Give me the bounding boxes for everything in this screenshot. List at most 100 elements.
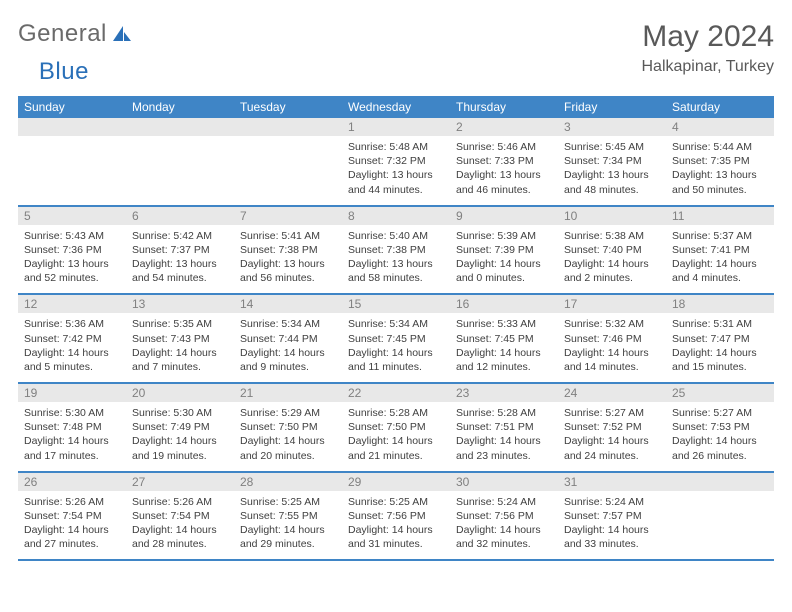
day-cell: 29Sunrise: 5:25 AMSunset: 7:56 PMDayligh… bbox=[342, 473, 450, 560]
sunrise-line: Sunrise: 5:25 AM bbox=[348, 495, 444, 509]
day-cell: 6Sunrise: 5:42 AMSunset: 7:37 PMDaylight… bbox=[126, 207, 234, 294]
sunrise-line: Sunrise: 5:28 AM bbox=[456, 406, 552, 420]
day-number: 20 bbox=[126, 384, 234, 402]
day-body: Sunrise: 5:30 AMSunset: 7:48 PMDaylight:… bbox=[18, 402, 126, 471]
day-number: 17 bbox=[558, 295, 666, 313]
sunset-line: Sunset: 7:54 PM bbox=[132, 509, 228, 523]
day-body: Sunrise: 5:29 AMSunset: 7:50 PMDaylight:… bbox=[234, 402, 342, 471]
sunset-line: Sunset: 7:35 PM bbox=[672, 154, 768, 168]
day-body: Sunrise: 5:32 AMSunset: 7:46 PMDaylight:… bbox=[558, 313, 666, 382]
day-number bbox=[234, 118, 342, 136]
week-row: 5Sunrise: 5:43 AMSunset: 7:36 PMDaylight… bbox=[18, 207, 774, 296]
day-body: Sunrise: 5:34 AMSunset: 7:44 PMDaylight:… bbox=[234, 313, 342, 382]
sunrise-line: Sunrise: 5:45 AM bbox=[564, 140, 660, 154]
sunrise-line: Sunrise: 5:34 AM bbox=[240, 317, 336, 331]
day-cell: 30 Sunrise: 5:24 AMSunset: 7:56 PMDayligh… bbox=[450, 473, 558, 560]
daylight-line: Daylight: 14 hours and 27 minutes. bbox=[24, 523, 120, 551]
day-body: Sunrise: 5:44 AMSunset: 7:35 PMDaylight:… bbox=[666, 136, 774, 205]
daylight-line: Daylight: 13 hours and 52 minutes. bbox=[24, 257, 120, 285]
sunrise-line: Sunrise: 5:38 AM bbox=[564, 229, 660, 243]
sunrise-line: Sunrise: 5:37 AM bbox=[672, 229, 768, 243]
weekday-wednesday: Wednesday bbox=[342, 96, 450, 118]
daylight-line: Daylight: 14 hours and 7 minutes. bbox=[132, 346, 228, 374]
daylight-line: Daylight: 14 hours and 12 minutes. bbox=[456, 346, 552, 374]
sunset-line: Sunset: 7:47 PM bbox=[672, 332, 768, 346]
day-cell: 19Sunrise: 5:30 AMSunset: 7:48 PMDayligh… bbox=[18, 384, 126, 471]
day-cell: 9Sunrise: 5:39 AMSunset: 7:39 PMDaylight… bbox=[450, 207, 558, 294]
day-body: Sunrise: 5:40 AMSunset: 7:38 PMDaylight:… bbox=[342, 225, 450, 294]
sunset-line: Sunset: 7:56 PM bbox=[456, 509, 552, 523]
day-body: Sunrise: 5:41 AMSunset: 7:38 PMDaylight:… bbox=[234, 225, 342, 294]
day-body: Sunrise: 5:39 AMSunset: 7:39 PMDaylight:… bbox=[450, 225, 558, 294]
sunset-line: Sunset: 7:37 PM bbox=[132, 243, 228, 257]
weekday-header: SundayMondayTuesdayWednesdayThursdayFrid… bbox=[18, 96, 774, 118]
day-body bbox=[126, 136, 234, 196]
sunrise-line: Sunrise: 5:35 AM bbox=[132, 317, 228, 331]
day-number: 3 bbox=[558, 118, 666, 136]
day-number: 18 bbox=[666, 295, 774, 313]
day-number: 6 bbox=[126, 207, 234, 225]
day-body: Sunrise: 5:28 AMSunset: 7:50 PMDaylight:… bbox=[342, 402, 450, 471]
day-cell: 1Sunrise: 5:48 AMSunset: 7:32 PMDaylight… bbox=[342, 118, 450, 205]
sunrise-line: Sunrise: 5:46 AM bbox=[456, 140, 552, 154]
day-cell: 12Sunrise: 5:36 AMSunset: 7:42 PMDayligh… bbox=[18, 295, 126, 382]
title-location: Halkapinar, Turkey bbox=[641, 58, 774, 76]
sunset-line: Sunset: 7:51 PM bbox=[456, 420, 552, 434]
sunset-line: Sunset: 7:33 PM bbox=[456, 154, 552, 168]
sunrise-line: Sunrise: 5:30 AM bbox=[24, 406, 120, 420]
day-cell: 4Sunrise: 5:44 AMSunset: 7:35 PMDaylight… bbox=[666, 118, 774, 205]
day-body: Sunrise: 5:33 AMSunset: 7:45 PMDaylight:… bbox=[450, 313, 558, 382]
daylight-line: Daylight: 14 hours and 28 minutes. bbox=[132, 523, 228, 551]
daylight-line: Daylight: 14 hours and 32 minutes. bbox=[456, 523, 552, 551]
sunset-line: Sunset: 7:56 PM bbox=[348, 509, 444, 523]
day-cell: 2Sunrise: 5:46 AMSunset: 7:33 PMDaylight… bbox=[450, 118, 558, 205]
day-number: 31 bbox=[558, 473, 666, 491]
day-number: 16 bbox=[450, 295, 558, 313]
day-cell: 3Sunrise: 5:45 AMSunset: 7:34 PMDaylight… bbox=[558, 118, 666, 205]
day-number: 8 bbox=[342, 207, 450, 225]
sunset-line: Sunset: 7:50 PM bbox=[348, 420, 444, 434]
day-cell bbox=[234, 118, 342, 205]
sunrise-line: Sunrise: 5:24 AM bbox=[456, 495, 552, 509]
sunrise-line: Sunrise: 5:43 AM bbox=[24, 229, 120, 243]
day-number: 25 bbox=[666, 384, 774, 402]
daylight-line: Daylight: 14 hours and 2 minutes. bbox=[564, 257, 660, 285]
day-body: Sunrise: 5:27 AMSunset: 7:52 PMDaylight:… bbox=[558, 402, 666, 471]
daylight-line: Daylight: 14 hours and 17 minutes. bbox=[24, 434, 120, 462]
day-body: Sunrise: 5:26 AMSunset: 7:54 PMDaylight:… bbox=[18, 491, 126, 560]
sunset-line: Sunset: 7:52 PM bbox=[564, 420, 660, 434]
day-number: 30 bbox=[450, 473, 558, 491]
day-body: Sunrise: 5:37 AMSunset: 7:41 PMDaylight:… bbox=[666, 225, 774, 294]
day-body bbox=[18, 136, 126, 196]
week-row: 1Sunrise: 5:48 AMSunset: 7:32 PMDaylight… bbox=[18, 118, 774, 207]
day-number: 2 bbox=[450, 118, 558, 136]
sunset-line: Sunset: 7:57 PM bbox=[564, 509, 660, 523]
day-body: Sunrise: 5:26 AMSunset: 7:54 PMDaylight:… bbox=[126, 491, 234, 560]
sunrise-line: Sunrise: 5:32 AM bbox=[564, 317, 660, 331]
day-body: Sunrise: 5:31 AMSunset: 7:47 PMDaylight:… bbox=[666, 313, 774, 382]
daylight-line: Daylight: 14 hours and 4 minutes. bbox=[672, 257, 768, 285]
sunrise-line: Sunrise: 5:25 AM bbox=[240, 495, 336, 509]
day-body: Sunrise: 5:27 AMSunset: 7:53 PMDaylight:… bbox=[666, 402, 774, 471]
sunrise-line: Sunrise: 5:26 AM bbox=[132, 495, 228, 509]
daylight-line: Daylight: 14 hours and 9 minutes. bbox=[240, 346, 336, 374]
sunrise-line: Sunrise: 5:39 AM bbox=[456, 229, 552, 243]
day-cell: 13Sunrise: 5:35 AMSunset: 7:43 PMDayligh… bbox=[126, 295, 234, 382]
day-cell bbox=[126, 118, 234, 205]
daylight-line: Daylight: 14 hours and 24 minutes. bbox=[564, 434, 660, 462]
weekday-tuesday: Tuesday bbox=[234, 96, 342, 118]
day-cell: 26Sunrise: 5:26 AMSunset: 7:54 PMDayligh… bbox=[18, 473, 126, 560]
daylight-line: Daylight: 13 hours and 48 minutes. bbox=[564, 168, 660, 196]
day-number bbox=[126, 118, 234, 136]
day-body: Sunrise: 5:34 AMSunset: 7:45 PMDaylight:… bbox=[342, 313, 450, 382]
daylight-line: Daylight: 13 hours and 44 minutes. bbox=[348, 168, 444, 196]
daylight-line: Daylight: 14 hours and 19 minutes. bbox=[132, 434, 228, 462]
day-cell: 15Sunrise: 5:34 AMSunset: 7:45 PMDayligh… bbox=[342, 295, 450, 382]
sunset-line: Sunset: 7:38 PM bbox=[240, 243, 336, 257]
sunrise-line: Sunrise: 5:27 AM bbox=[564, 406, 660, 420]
daylight-line: Daylight: 13 hours and 58 minutes. bbox=[348, 257, 444, 285]
day-cell bbox=[666, 473, 774, 560]
sunrise-line: Sunrise: 5:42 AM bbox=[132, 229, 228, 243]
day-body: Sunrise: 5:45 AMSunset: 7:34 PMDaylight:… bbox=[558, 136, 666, 205]
day-body: Sunrise: 5:46 AMSunset: 7:33 PMDaylight:… bbox=[450, 136, 558, 205]
